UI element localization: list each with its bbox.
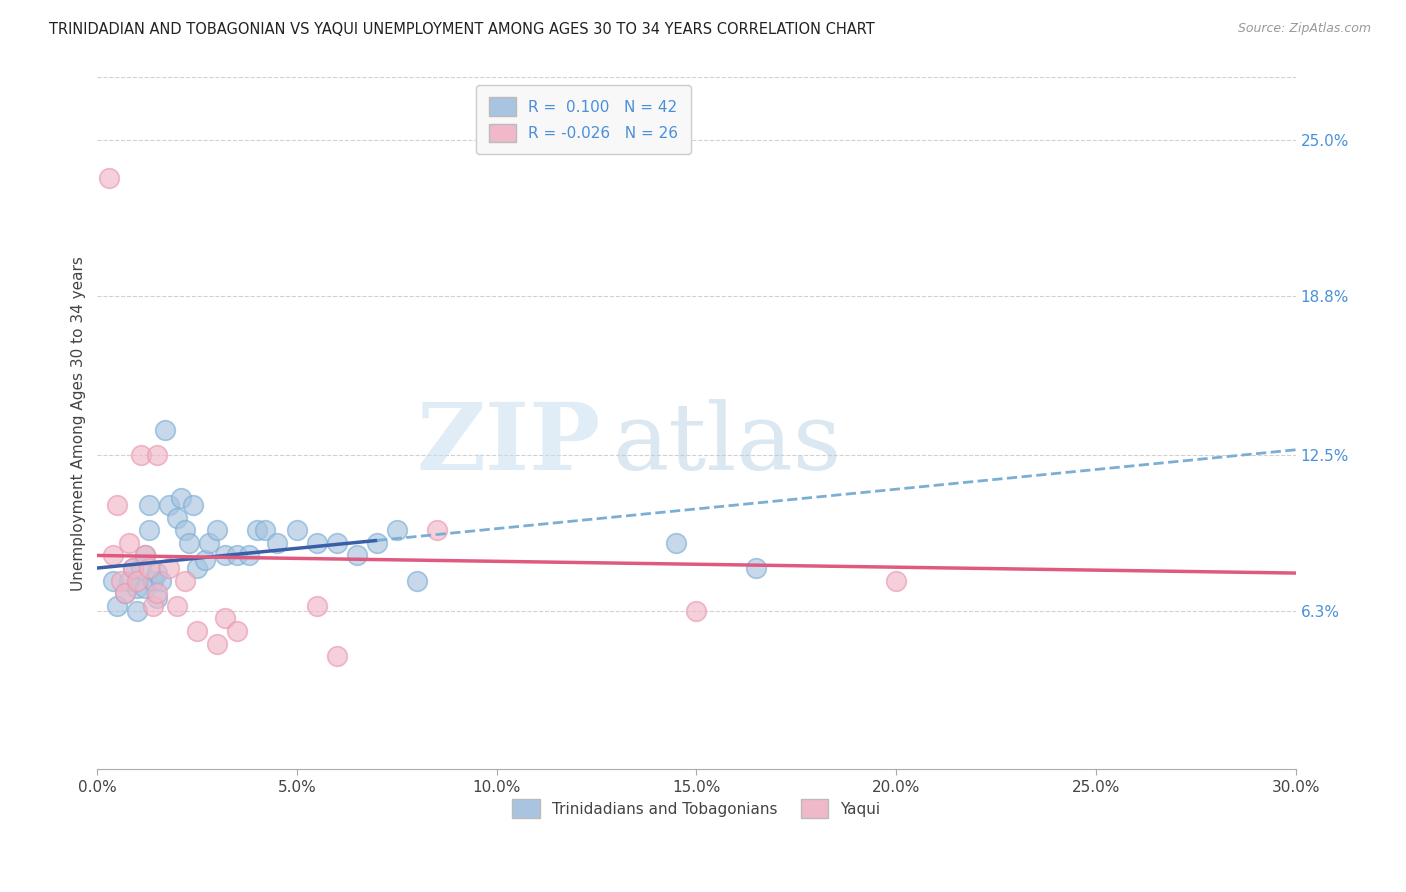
Point <box>406 574 429 588</box>
Point <box>110 574 132 588</box>
Point <box>174 574 197 588</box>
Point <box>346 549 368 563</box>
Point <box>205 524 228 538</box>
Point <box>238 549 260 563</box>
Point <box>266 536 288 550</box>
Point <box>134 549 156 563</box>
Point <box>103 574 125 588</box>
Y-axis label: Unemployment Among Ages 30 to 34 years: Unemployment Among Ages 30 to 34 years <box>72 256 86 591</box>
Point <box>186 561 208 575</box>
Point <box>105 498 128 512</box>
Point <box>166 510 188 524</box>
Point <box>134 549 156 563</box>
Text: Source: ZipAtlas.com: Source: ZipAtlas.com <box>1237 22 1371 36</box>
Point <box>114 586 136 600</box>
Point <box>150 574 173 588</box>
Point <box>246 524 269 538</box>
Point <box>127 574 149 588</box>
Point <box>118 574 141 588</box>
Point <box>179 536 201 550</box>
Point <box>105 599 128 613</box>
Point <box>146 586 169 600</box>
Point <box>385 524 408 538</box>
Point <box>127 604 149 618</box>
Point <box>170 491 193 505</box>
Point <box>166 599 188 613</box>
Point <box>138 498 160 512</box>
Point <box>103 549 125 563</box>
Point <box>146 448 169 462</box>
Point <box>157 561 180 575</box>
Point <box>122 561 145 575</box>
Point <box>254 524 277 538</box>
Point <box>426 524 449 538</box>
Point <box>305 599 328 613</box>
Text: atlas: atlas <box>613 399 842 489</box>
Legend: Trinidadians and Tobagonians, Yaqui: Trinidadians and Tobagonians, Yaqui <box>506 793 887 824</box>
Point <box>138 524 160 538</box>
Point <box>122 561 145 575</box>
Point <box>326 649 349 664</box>
Text: TRINIDADIAN AND TOBAGONIAN VS YAQUI UNEMPLOYMENT AMONG AGES 30 TO 34 YEARS CORRE: TRINIDADIAN AND TOBAGONIAN VS YAQUI UNEM… <box>49 22 875 37</box>
Point <box>305 536 328 550</box>
Point <box>226 624 249 638</box>
Point <box>114 586 136 600</box>
Point <box>134 581 156 595</box>
Point <box>205 636 228 650</box>
Point <box>129 561 152 575</box>
Point <box>665 536 688 550</box>
Point <box>142 574 165 588</box>
Text: ZIP: ZIP <box>416 399 600 489</box>
Point <box>285 524 308 538</box>
Point <box>181 498 204 512</box>
Point <box>98 171 121 186</box>
Point <box>129 448 152 462</box>
Point <box>146 591 169 606</box>
Point <box>214 611 236 625</box>
Point <box>155 423 177 437</box>
Point <box>366 536 388 550</box>
Point <box>142 599 165 613</box>
Point <box>685 604 707 618</box>
Point <box>198 536 221 550</box>
Point <box>138 561 160 575</box>
Point <box>157 498 180 512</box>
Point <box>186 624 208 638</box>
Point <box>194 553 217 567</box>
Point <box>214 549 236 563</box>
Point <box>118 536 141 550</box>
Point <box>745 561 768 575</box>
Point <box>326 536 349 550</box>
Point <box>127 581 149 595</box>
Point <box>226 549 249 563</box>
Point <box>146 566 169 580</box>
Point <box>174 524 197 538</box>
Point <box>884 574 907 588</box>
